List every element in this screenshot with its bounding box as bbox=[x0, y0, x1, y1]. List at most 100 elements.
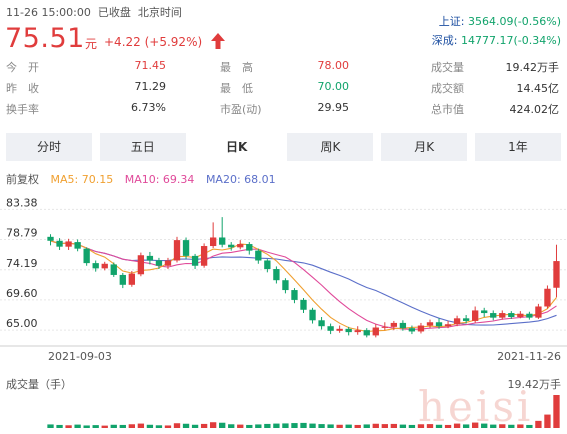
volume-bar bbox=[444, 424, 452, 428]
candle-body bbox=[273, 269, 280, 281]
volume-bar bbox=[426, 424, 434, 428]
volume-bar bbox=[255, 424, 262, 428]
y-tick-label: 69.60 bbox=[6, 287, 38, 300]
candle-body bbox=[200, 246, 208, 266]
volume-bar bbox=[209, 422, 217, 428]
volume-bar bbox=[56, 424, 63, 428]
stat-label: 市盈(动) bbox=[220, 103, 262, 116]
stat-label: 成交量 bbox=[431, 61, 464, 74]
volume-bar bbox=[517, 424, 524, 428]
candle-body bbox=[300, 299, 307, 310]
volume-bar bbox=[101, 425, 108, 428]
tab-0[interactable]: 分时 bbox=[6, 133, 92, 161]
x-tick-label: 2021-09-03 bbox=[48, 350, 112, 363]
volume-bar bbox=[372, 423, 379, 428]
stat-value: 14.45亿 bbox=[516, 82, 560, 95]
volume-bar bbox=[137, 423, 145, 428]
volume-bar bbox=[309, 423, 316, 428]
volume-bar bbox=[264, 423, 271, 428]
tab-1[interactable]: 五日 bbox=[99, 133, 186, 161]
candle-body bbox=[146, 255, 154, 261]
candle-body bbox=[327, 326, 334, 331]
volume-bar bbox=[173, 423, 181, 428]
stats-grid: 今 开 71.45 最 高 78.00 成交量 19.42万手昨 收 71.29 最 低 70.… bbox=[6, 59, 561, 122]
candle-body bbox=[462, 318, 470, 321]
volume-bar bbox=[472, 422, 479, 428]
candle-body bbox=[381, 326, 388, 328]
volume-bar bbox=[499, 424, 506, 428]
tab-3[interactable]: 周K bbox=[287, 133, 374, 161]
current-price: 75.51 bbox=[5, 23, 85, 54]
volume-bar bbox=[526, 424, 533, 428]
tab-2[interactable]: 日K bbox=[193, 133, 280, 161]
candle-body bbox=[417, 325, 425, 332]
stat-value: 71.29 bbox=[134, 80, 167, 93]
stat-label: 今 开 bbox=[6, 61, 39, 74]
candle-body bbox=[282, 280, 289, 291]
volume-bar bbox=[92, 425, 99, 428]
volume-bar bbox=[246, 424, 253, 428]
volume-bar bbox=[300, 422, 307, 428]
candle-body bbox=[74, 242, 81, 249]
candle-body bbox=[435, 322, 443, 327]
ma10-line bbox=[50, 240, 557, 330]
candle-body bbox=[318, 320, 325, 327]
volume-bar bbox=[219, 422, 226, 428]
volume-bar bbox=[119, 424, 126, 428]
candle-body bbox=[264, 260, 271, 270]
volume-bar bbox=[327, 424, 334, 428]
volume-bar bbox=[273, 423, 280, 428]
candle-body bbox=[426, 322, 434, 326]
candle-body bbox=[137, 255, 145, 275]
ma-legend: 前复权 MA5: 70.15 MA10: 69.34 MA20: 68.01 bbox=[6, 171, 284, 187]
candle-body bbox=[182, 240, 190, 256]
volume-bar bbox=[200, 423, 208, 428]
candle-body bbox=[508, 313, 515, 317]
volume-bar bbox=[363, 424, 370, 428]
candle-body bbox=[209, 237, 217, 247]
candle-body bbox=[354, 330, 361, 333]
candle-body bbox=[119, 274, 126, 285]
y-tick-label: 78.79 bbox=[6, 227, 38, 240]
index-shenzhen: 深成: 14777.17(-0.34%) bbox=[431, 34, 561, 47]
candle-body bbox=[363, 330, 370, 336]
stat-value: 78.00 bbox=[317, 59, 350, 72]
ma20-line bbox=[50, 240, 557, 326]
volume-bar bbox=[155, 425, 163, 428]
volume-bar bbox=[417, 424, 425, 428]
stats-row: 昨 收 71.29 最 低 70.00 成交额 14.45亿 bbox=[6, 80, 561, 101]
y-tick-label: 74.19 bbox=[6, 257, 38, 270]
y-tick-label: 83.38 bbox=[6, 196, 38, 209]
volume-max: 19.42万手 bbox=[507, 378, 562, 391]
volume-bar bbox=[481, 423, 488, 428]
volume-bar bbox=[354, 424, 361, 428]
volume-bar bbox=[182, 423, 190, 428]
price-unit: 元 bbox=[85, 37, 98, 51]
stat-label: 换手率 bbox=[6, 103, 39, 116]
candle-body bbox=[408, 328, 416, 332]
period-tabs: 分时 五日 日K 周K 月K 1年 bbox=[6, 133, 561, 161]
volume-bar bbox=[74, 424, 81, 428]
stat-value: 6.73% bbox=[131, 101, 166, 114]
candle-body bbox=[390, 322, 398, 327]
volume-bar bbox=[282, 423, 289, 428]
volume-bar bbox=[191, 424, 199, 428]
volume-bar bbox=[65, 425, 72, 428]
volume-bar bbox=[128, 424, 135, 428]
candle-body bbox=[490, 313, 497, 318]
tab-4[interactable]: 月K bbox=[381, 133, 468, 161]
volume-label: 成交量（手） bbox=[6, 378, 72, 391]
kline-chart[interactable]: 83.38 78.79 74.19 69.60 65.00 2021-09-03 2021-… bbox=[0, 190, 567, 434]
candle-body bbox=[444, 324, 452, 327]
volume-bar bbox=[291, 423, 298, 428]
volume-bar bbox=[399, 424, 407, 428]
stat-value: 19.42万手 bbox=[505, 61, 560, 74]
candle-body bbox=[372, 327, 379, 336]
stat-value: 424.02亿 bbox=[509, 103, 560, 116]
candle-body bbox=[535, 306, 542, 318]
candle-body bbox=[345, 328, 352, 333]
up-arrow-icon bbox=[211, 33, 225, 49]
candle-body bbox=[246, 244, 253, 251]
tab-5[interactable]: 1年 bbox=[475, 133, 561, 161]
volume-bar bbox=[462, 424, 470, 428]
